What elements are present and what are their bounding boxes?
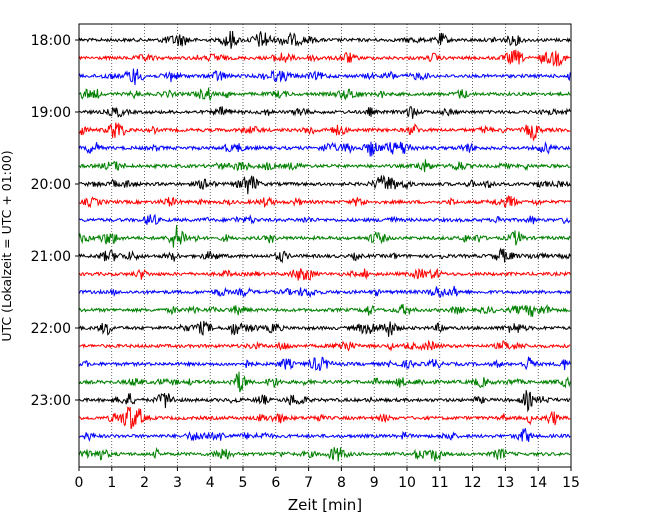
trace-2115 [78,267,571,281]
x-tick-label-10: 10 [398,475,416,491]
traces [78,30,571,462]
y-axis: 18:00 19:00 20:00 21:00 22:00 23:00 [31,33,79,409]
y-tick-label-2: 20:00 [31,177,71,193]
x-tick-label-13: 13 [496,475,514,491]
trace-2000 [78,174,571,195]
x-tick-label-1: 1 [107,475,116,491]
trace-2130 [78,285,571,299]
x-tick-label-7: 7 [304,475,313,491]
trace-1800 [78,30,571,49]
y-tick-label-4: 22:00 [31,321,71,337]
x-tick-label-3: 3 [173,475,182,491]
trace-1845 [78,87,571,102]
x-tick-label-15: 15 [562,475,580,491]
x-tick-label-12: 12 [464,475,482,491]
grid-lines [111,24,539,467]
x-tick-label-2: 2 [140,475,149,491]
y-axis-label: UTC (Lokalzeit = UTC + 01:00) [0,150,14,341]
trace-2300 [78,390,571,413]
x-axis-label: Zeit [min] [288,496,362,514]
trace-1915 [78,122,571,142]
y-tick-label-0: 18:00 [31,33,71,49]
trace-1900 [78,106,571,119]
y-tick-label-1: 19:00 [31,105,71,121]
trace-2145 [78,303,571,317]
trace-1945 [78,159,571,173]
trace-2015 [78,194,571,209]
x-tick-label-4: 4 [206,475,215,491]
y-tick-label-3: 21:00 [31,249,71,265]
trace-2315 [78,406,571,430]
trace-2230 [78,356,571,372]
x-tick-label-9: 9 [370,475,379,491]
x-tick-label-0: 0 [75,475,84,491]
x-tick-label-6: 6 [271,475,280,491]
trace-1930 [78,141,571,157]
x-tick-label-14: 14 [529,475,547,491]
trace-2215 [78,339,571,352]
x-tick-label-5: 5 [239,475,248,491]
y-tick-label-5: 23:00 [31,393,71,409]
trace-1815 [78,49,571,67]
trace-1830 [78,68,571,86]
x-tick-label-11: 11 [431,475,449,491]
trace-2100 [78,247,571,264]
trace-2030 [78,213,571,225]
trace-2045 [78,225,571,248]
trace-2245 [78,371,571,393]
trace-2200 [78,320,571,337]
plot-frame [78,23,572,468]
trace-2345 [78,446,571,462]
x-tick-label-8: 8 [337,475,346,491]
x-axis: 0 1 2 3 4 5 6 7 8 9 10 11 12 13 14 15 [75,467,580,491]
trace-2330 [78,428,571,442]
